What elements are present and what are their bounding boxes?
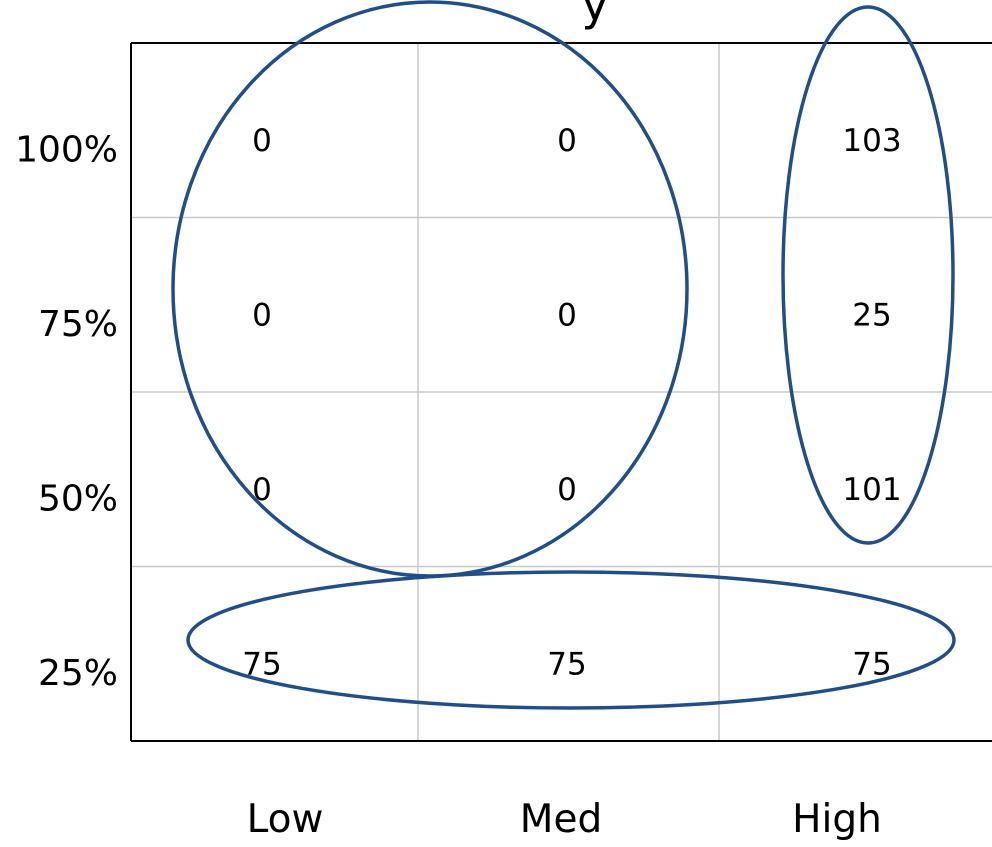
cell-value: 0 (252, 298, 272, 334)
cell-value: 75 (852, 647, 891, 683)
y-tick-label: 75% (38, 304, 118, 345)
cell-value: 0 (557, 472, 577, 508)
y-tick-label: 25% (38, 653, 118, 694)
x-tick-label: Med (520, 797, 602, 842)
cell-value: 0 (252, 123, 272, 159)
highlight-layer (171, 0, 956, 710)
cell-value: 101 (842, 472, 901, 508)
y-tick-label: 100% (15, 130, 118, 171)
cell-value: 0 (252, 472, 272, 508)
cell-value: 0 (557, 298, 577, 334)
grid-layer (131, 43, 992, 741)
cell-value: 75 (547, 647, 586, 683)
x-tick-label: Low (247, 797, 324, 842)
cell-value: 25 (852, 298, 891, 334)
highlight-ellipse-25pct (186, 570, 956, 710)
chart-title-fragment: y (581, 0, 608, 31)
highlight-circle-low-med (171, 0, 689, 578)
tick-label-layer: 100% 75% 50% 25% Low Med High (15, 130, 882, 842)
y-tick-label: 50% (38, 479, 118, 520)
x-tick-label: High (792, 797, 882, 842)
cell-value: 0 (557, 123, 577, 159)
cell-value: 103 (842, 123, 901, 159)
highlight-ellipse-high (781, 5, 955, 545)
